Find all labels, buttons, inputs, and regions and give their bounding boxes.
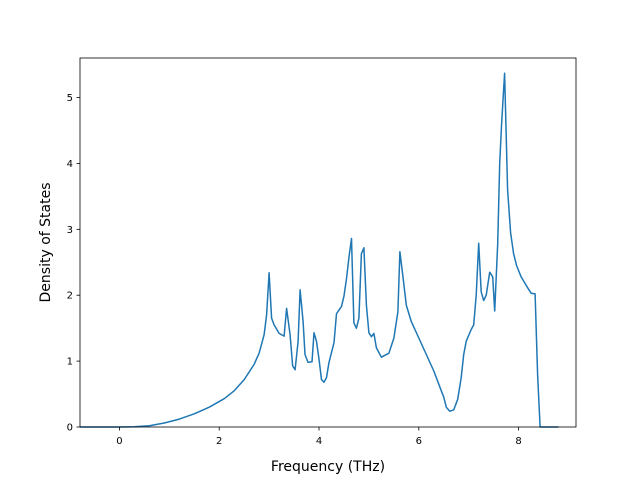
x-axis-label: Frequency (THz): [271, 459, 385, 475]
y-tick-label: 2: [67, 291, 73, 302]
y-axis: 0 1 2 3 4 5: [67, 93, 80, 434]
y-tick-label: 1: [67, 357, 73, 368]
x-tick-label: 2: [216, 436, 222, 447]
dos-series-line: [80, 72, 559, 428]
axes-frame: [79, 57, 577, 428]
x-tick-label: 8: [515, 436, 521, 447]
y-axis-label: Density of States: [38, 183, 54, 303]
plot-area: [79, 57, 577, 428]
x-tick-label: 0: [116, 436, 122, 447]
x-tick-label: 6: [416, 436, 422, 447]
x-tick-label: 4: [316, 436, 322, 447]
y-tick-label: 4: [67, 159, 73, 170]
y-tick-label: 0: [67, 423, 73, 434]
y-tick-label: 3: [67, 225, 73, 236]
y-tick-label: 5: [67, 93, 73, 104]
x-axis: 0 2 4 6 8: [116, 427, 522, 447]
